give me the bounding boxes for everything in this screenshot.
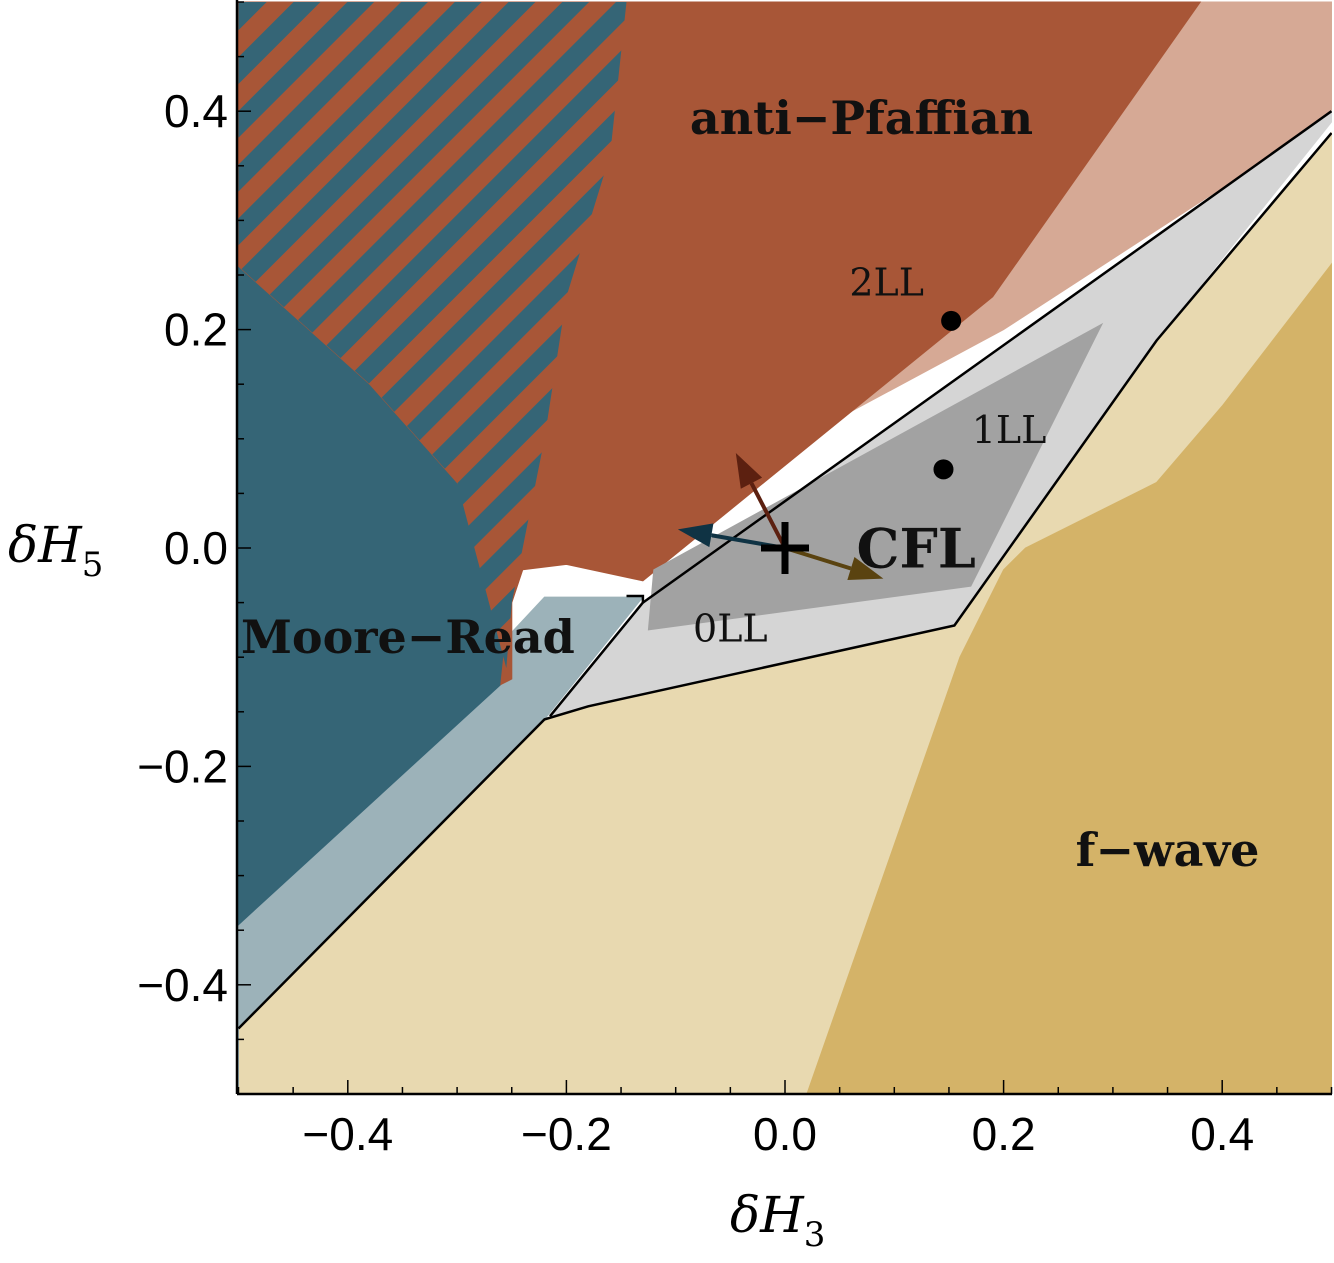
x-tick-label: −0.4 <box>302 1108 393 1160</box>
point-label-0LL: 0LL <box>693 607 768 651</box>
point-marker-2LL <box>941 310 962 331</box>
region-mixed-hatch <box>238 2 627 669</box>
point-label-2LL: 2LL <box>849 260 924 304</box>
y-tick-label: −0.2 <box>137 740 228 792</box>
ticks: −0.4 −0.2 0.0 0.2 0.4 −0.4 −0.2 0.0 0.2 0.4 <box>137 1 1333 1160</box>
x-axis-label: δH3 <box>730 1186 825 1255</box>
arrow-red-shaft <box>749 482 787 549</box>
arrow-gold-head <box>847 557 884 580</box>
lower-boundary <box>237 132 1332 1030</box>
region-label: Moore−Read <box>241 610 575 664</box>
y-tick-label: 0.0 <box>164 522 228 574</box>
arrow-red-head <box>735 452 763 489</box>
y-tick-label: −0.4 <box>137 959 228 1011</box>
upper-boundary-2 <box>642 110 1332 604</box>
point-label-1LL: 1LL <box>972 408 1047 452</box>
region-label: f−wave <box>1076 823 1260 877</box>
region-cfl-dark <box>647 322 1104 631</box>
boundaries <box>237 110 1332 1030</box>
x-tick-label: 0.4 <box>1190 1108 1254 1160</box>
region-label: CFL <box>857 517 976 581</box>
plot-area <box>237 1 1332 1094</box>
upper-boundary <box>549 594 645 717</box>
y-tick-label: 0.2 <box>164 304 228 356</box>
markers <box>761 310 962 574</box>
region-label: anti−Pfaffian <box>690 91 1033 145</box>
y-tick-label: 0.4 <box>164 85 228 137</box>
y-axis-label: δH5 <box>8 516 103 585</box>
point-marker-1LL <box>933 459 954 480</box>
arrow-blue-head <box>677 523 714 548</box>
x-tick-label: −0.2 <box>521 1108 612 1160</box>
x-tick-label: 0.0 <box>753 1108 817 1160</box>
hatch-layer <box>238 2 627 669</box>
x-tick-label: 0.2 <box>972 1108 1036 1160</box>
region-labels: anti−Pfaffian Moore−Read CFL f−wave 2LL 1LL 0L… <box>241 91 1259 877</box>
region-fwave-dark <box>806 262 1332 1094</box>
